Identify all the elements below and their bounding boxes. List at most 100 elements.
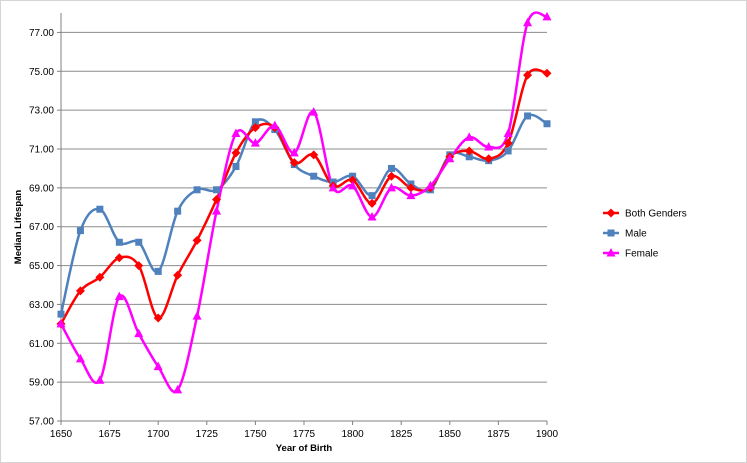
female-point-23 [503, 128, 513, 137]
female-point-15 [348, 180, 358, 190]
female-point-13 [309, 107, 319, 116]
x-tick-label-3: 1725 [196, 429, 219, 440]
female-point-25 [542, 11, 552, 21]
y-tick-label-10: 77.00 [29, 28, 54, 39]
female-point-2 [95, 375, 105, 384]
female-point-9 [231, 128, 241, 137]
legend-swatch-marker-male [607, 229, 615, 237]
x-tick-label-8: 1850 [439, 429, 462, 440]
male-point-2 [96, 205, 104, 213]
series-markers-both-genders [56, 68, 552, 329]
x-axis-ticks: 1650 1675 1700 1725 1750 1775 1800 1825 1850 1875… [50, 421, 559, 440]
y-tick-label-4: 65.00 [29, 261, 54, 272]
female-point-3 [114, 291, 124, 301]
legend-label-female: Female [625, 249, 659, 260]
both-genders-point-6 [173, 270, 183, 280]
female-point-21 [464, 132, 474, 141]
y-tick-label-5: 67.00 [29, 222, 54, 233]
series-markers [56, 11, 552, 394]
female-point-19 [425, 180, 435, 190]
male-point-1 [76, 227, 84, 235]
legend-item-female: Female [603, 248, 659, 260]
x-tick-label-6: 1800 [341, 429, 364, 440]
legend: Both Genders Male Female [603, 208, 687, 260]
series-line-both-genders [59, 68, 548, 325]
y-axis-ticks: 57.00 59.00 61.00 63.00 65.00 67.00 69.00 71.00… [29, 28, 61, 428]
both-genders-point-3 [114, 253, 124, 263]
female-point-10 [250, 138, 260, 147]
both-genders-point-17 [386, 171, 396, 181]
female-point-11 [270, 120, 280, 130]
both-genders-point-25 [542, 68, 552, 78]
axes [60, 13, 547, 422]
both-genders-point-1 [75, 286, 85, 296]
female-point-24 [523, 17, 533, 27]
both-genders-point-21 [464, 146, 474, 156]
y-tick-label-0: 57.00 [29, 417, 54, 428]
x-tick-label-10: 1900 [536, 429, 559, 440]
female-point-1 [75, 353, 85, 363]
both-genders-point-13 [309, 150, 319, 160]
both-genders-point-24 [523, 70, 533, 80]
female-point-16 [367, 212, 377, 221]
series-line-female [59, 11, 548, 393]
y-axis-title: Median Lifespan [13, 190, 24, 265]
legend-item-male: Male [603, 229, 647, 240]
female-point-17 [386, 182, 396, 192]
female-point-22 [484, 142, 494, 151]
both-genders-point-4 [134, 261, 144, 271]
legend-item-both-genders: Both Genders [603, 208, 687, 220]
x-tick-label-5: 1775 [293, 429, 316, 440]
male-point-24 [524, 112, 532, 120]
y-tick-label-2: 61.00 [29, 339, 54, 350]
both-genders-point-8 [212, 195, 222, 205]
legend-swatch-marker-both-genders [606, 208, 616, 218]
male-point-0 [57, 310, 65, 318]
female-point-20 [445, 153, 455, 163]
male-point-8 [213, 186, 221, 194]
series-line-male [59, 113, 548, 315]
series-lines [59, 11, 548, 393]
female-point-14 [328, 182, 338, 192]
y-tick-label-9: 75.00 [29, 67, 54, 78]
both-genders-point-15 [348, 175, 358, 185]
both-genders-point-12 [289, 158, 299, 168]
y-tick-label-3: 63.00 [29, 300, 54, 311]
both-genders-point-18 [406, 183, 416, 193]
female-point-5 [153, 361, 163, 371]
male-point-21 [465, 153, 473, 161]
x-tick-label-0: 1650 [50, 429, 73, 440]
legend-label-both-genders: Both Genders [625, 209, 687, 220]
x-tick-label-1: 1675 [98, 429, 121, 440]
both-genders-point-9 [231, 148, 241, 158]
male-point-25 [543, 120, 551, 128]
both-genders-point-7 [192, 235, 202, 245]
male-point-7 [193, 186, 201, 194]
y-tick-label-8: 73.00 [29, 106, 54, 117]
male-point-16 [368, 192, 376, 200]
both-genders-point-23 [503, 138, 513, 148]
male-point-4 [135, 238, 143, 246]
gridlines [61, 31, 547, 422]
both-genders-point-10 [250, 123, 260, 133]
legend-swatch-marker-female [606, 248, 616, 257]
series-markers-female [56, 11, 552, 394]
x-tick-label-9: 1875 [487, 429, 510, 440]
male-point-23 [504, 147, 512, 155]
both-genders-point-16 [367, 198, 377, 208]
male-point-6 [174, 207, 182, 215]
female-point-8 [212, 206, 222, 215]
series-markers-male [57, 112, 551, 318]
y-tick-label-1: 59.00 [29, 378, 54, 389]
x-tick-label-2: 1700 [147, 429, 170, 440]
female-point-18 [406, 190, 416, 200]
both-genders-point-5 [153, 313, 163, 323]
y-tick-label-6: 69.00 [29, 183, 54, 194]
male-point-3 [115, 238, 123, 246]
female-point-4 [134, 328, 144, 338]
male-point-17 [387, 164, 395, 172]
male-point-5 [154, 267, 162, 275]
x-axis-title: Year of Birth [276, 443, 333, 454]
both-genders-point-2 [95, 272, 105, 282]
